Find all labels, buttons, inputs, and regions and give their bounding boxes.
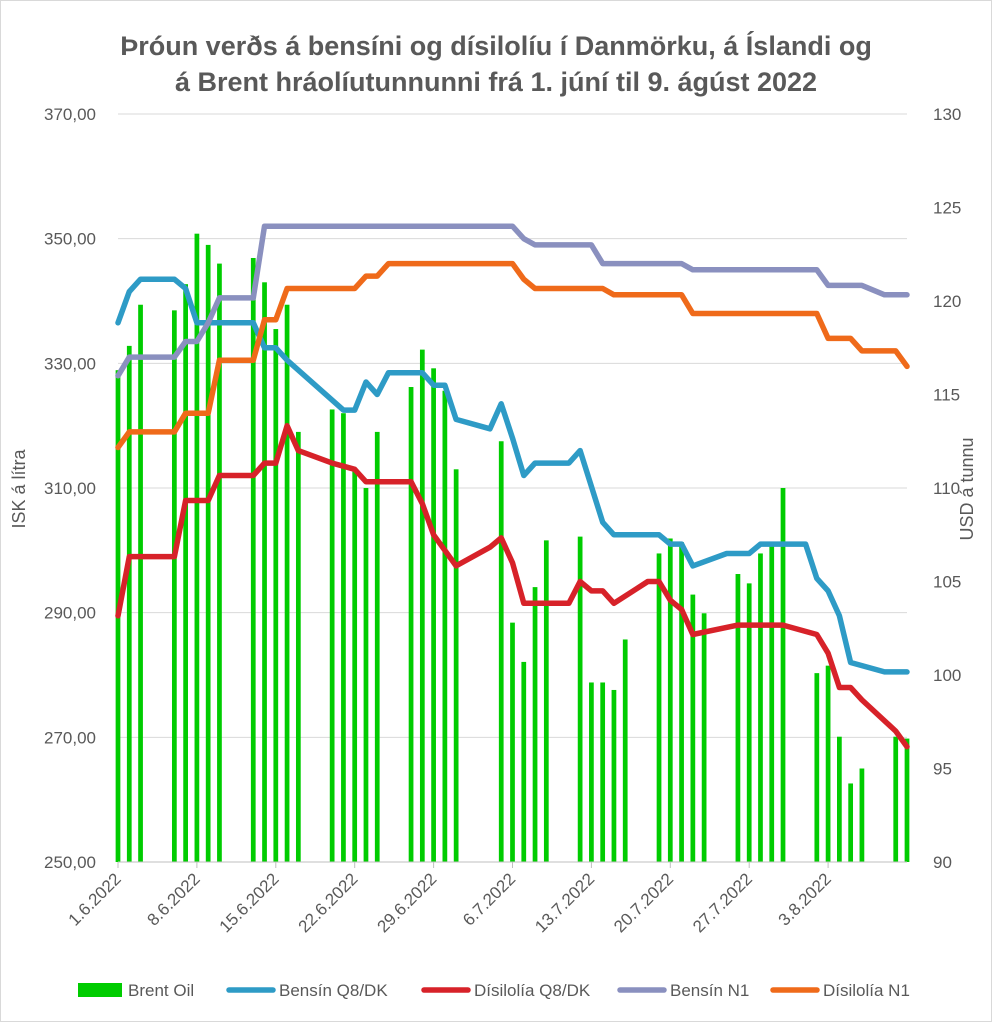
brent-oil-bar (904, 738, 910, 862)
brent-oil-bar (656, 553, 662, 862)
price-lines (115, 223, 910, 750)
brent-oil-bar (363, 488, 369, 862)
brent-oil-bar (194, 233, 200, 862)
brent-oil-bar (690, 594, 696, 862)
brent-oil-bar (848, 783, 854, 862)
legend-label-bens-n-n1: Bensín N1 (670, 981, 749, 1000)
brent-oil-bar (250, 257, 256, 862)
brent-oil-bar (431, 368, 436, 862)
brent-oil-bar (295, 431, 301, 862)
brent-oil-bar (521, 661, 527, 862)
y-right-tick-label: 110 (933, 479, 960, 498)
gridlines (118, 113, 907, 863)
brent-oil-bar (183, 284, 188, 862)
legend: Brent Oil Bensín Q8/DK Dísilolía Q8/DK Bens… (78, 981, 910, 1000)
brent-oil-bars (115, 233, 910, 863)
chart-title-line-1: Þróun verðs á bensíni og dísilolíu í Dan… (120, 30, 872, 61)
brent-oil-bar (374, 431, 380, 862)
brent-oil-bar (205, 244, 211, 862)
y-right-tick-label: 125 (933, 199, 961, 218)
brent-oil-bar (577, 536, 583, 862)
brent-oil-bar (837, 736, 842, 862)
series-line-d-silol-a-n1 (115, 260, 910, 451)
brent-oil-bar (126, 345, 132, 862)
brent-oil-bar (667, 538, 673, 862)
y-right-tick-label: 120 (933, 292, 961, 311)
brent-oil-bar (419, 349, 425, 862)
series-line-bens-n-n1 (115, 223, 910, 379)
y-right-tick-label: 90 (933, 853, 952, 872)
brent-oil-bar (532, 587, 538, 862)
brent-oil-bar (329, 409, 335, 862)
x-tick-label: 13.7.2022 (531, 869, 598, 936)
brent-oil-bar (453, 469, 459, 862)
y-left-tick-label: 350,00 (44, 230, 96, 249)
x-tick-label: 27.7.2022 (689, 869, 756, 936)
brent-oil-bar (510, 622, 515, 862)
x-tick-label: 20.7.2022 (610, 869, 677, 936)
series-line-d-silol-a-q8-dk (115, 422, 910, 750)
chart-title: Þróun verðs á bensíni og dísilolíu í Dan… (120, 30, 872, 97)
y-right-tick-label: 105 (933, 573, 961, 592)
brent-oil-bar (769, 544, 775, 862)
brent-oil-bar (758, 553, 763, 862)
x-tick-label: 15.6.2022 (216, 869, 283, 936)
x-tick-label: 1.6.2022 (65, 869, 125, 929)
brent-oil-bar (893, 736, 899, 862)
brent-oil-bar (679, 542, 684, 862)
brent-oil-bar (859, 768, 865, 862)
brent-oil-bar (138, 304, 143, 862)
brent-oil-bar (825, 665, 831, 862)
x-tick-label: 29.6.2022 (374, 869, 441, 936)
brent-oil-bar (600, 682, 606, 862)
brent-oil-bar (273, 329, 279, 862)
x-tick-label: 6.7.2022 (459, 869, 519, 929)
brent-oil-bar (814, 673, 820, 862)
brent-oil-bar (611, 689, 617, 862)
y-axis-right-title: USD á tunnu (957, 437, 977, 540)
brent-oil-bar (735, 574, 741, 862)
y-left-tick-label: 330,00 (44, 354, 96, 373)
y-axis-left-title: ISK á lítra (9, 448, 29, 528)
brent-oil-bar (780, 488, 786, 862)
x-tick-label: 3.8.2022 (775, 869, 835, 929)
brent-oil-bar (352, 469, 358, 862)
brent-oil-bar (284, 304, 290, 862)
brent-oil-bar (543, 540, 549, 862)
brent-oil-bar (498, 441, 504, 862)
y-left-tick-label: 310,00 (44, 479, 96, 498)
y-left-tick-label: 250,00 (44, 853, 96, 872)
legend-label-d-silol-a-q8-dk: Dísilolía Q8/DK (474, 981, 591, 1000)
chart-title-line-2: á Brent hráolíutunnunni frá 1. júní til … (175, 67, 817, 97)
y-right-tick-label: 100 (933, 666, 961, 685)
y-right-tick-label: 130 (933, 105, 961, 124)
y-left-tick-label: 270,00 (44, 728, 96, 747)
brent-oil-bar (408, 387, 414, 862)
brent-oil-bar (589, 682, 594, 862)
legend-label-brent-oil: Brent Oil (128, 981, 194, 1000)
y-right-tick-label: 95 (933, 760, 952, 779)
y-left-tick-label: 290,00 (44, 604, 96, 623)
brent-oil-bar (341, 413, 346, 862)
legend-swatch-brent-oil (78, 983, 122, 997)
brent-oil-bar (217, 263, 222, 863)
series-line-bens-n-q8-dk (115, 276, 910, 675)
legend-label-d-silol-a-n1: Dísilolía N1 (823, 981, 910, 1000)
brent-oil-bar (171, 310, 177, 863)
brent-oil-bar (622, 639, 628, 862)
brent-oil-bar (442, 390, 448, 862)
brent-oil-bar (746, 583, 752, 862)
y-left-tick-label: 370,00 (44, 105, 96, 124)
legend-label-bens-n-q8-dk: Bensín Q8/DK (279, 981, 388, 1000)
brent-oil-bar (262, 282, 267, 862)
x-tick-label: 22.6.2022 (295, 869, 362, 936)
brent-oil-bar (701, 613, 707, 862)
x-tick-label: 8.6.2022 (143, 869, 203, 929)
y-right-tick-label: 115 (933, 386, 960, 405)
